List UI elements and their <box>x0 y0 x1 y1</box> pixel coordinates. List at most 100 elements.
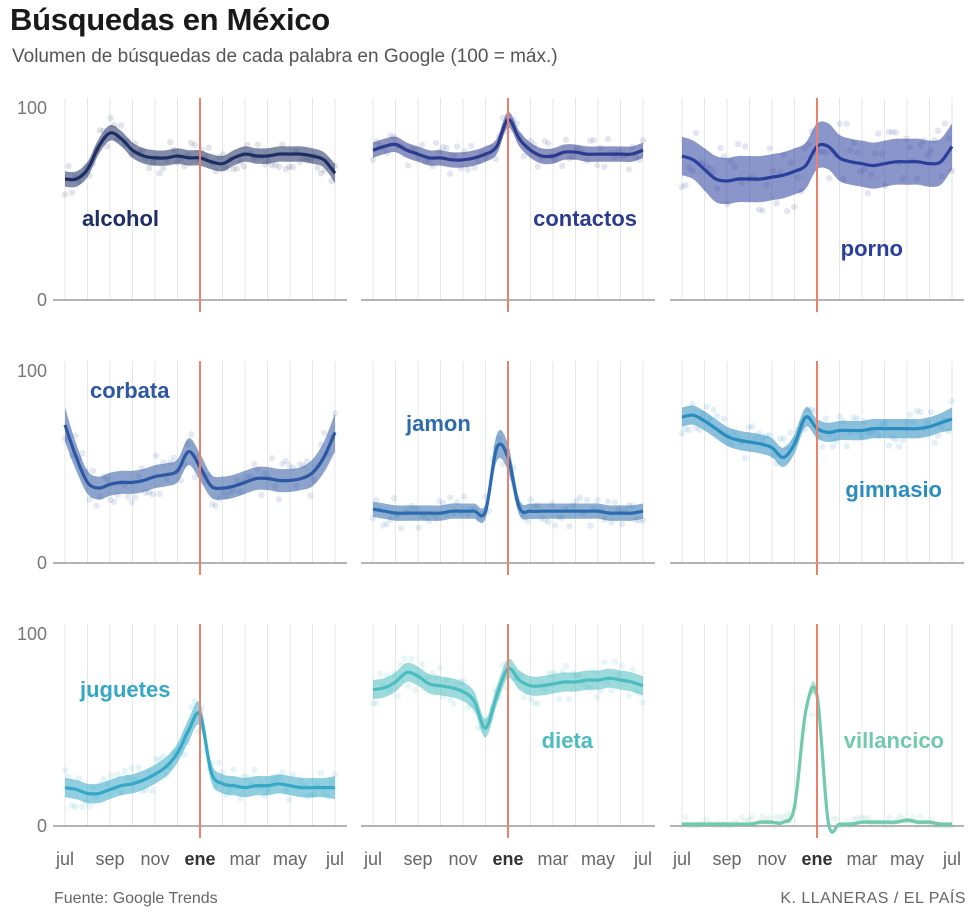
observation-point <box>279 769 286 776</box>
observation-point <box>464 704 471 711</box>
source-note: Fuente: Google Trends <box>54 890 218 907</box>
series-label: contactos <box>533 206 637 231</box>
observation-point <box>121 767 128 775</box>
observation-point <box>93 502 100 509</box>
confidence-band <box>65 701 335 804</box>
observation-point <box>233 165 241 172</box>
observation-point <box>608 687 615 694</box>
observation-point <box>748 423 756 430</box>
panel-jamon: jamon <box>361 361 655 575</box>
x-tick-label: jul <box>363 849 382 869</box>
observation-point <box>555 696 563 703</box>
observation-point <box>927 408 935 416</box>
observation-point <box>61 191 69 198</box>
observation-point <box>251 766 258 774</box>
observation-point <box>896 443 903 450</box>
observation-point <box>373 700 380 707</box>
observation-point <box>216 759 223 766</box>
observation-point <box>117 122 125 129</box>
panel-corbata: 0 100 corbata <box>17 361 347 575</box>
y-tick-label-100: 100 <box>17 361 47 381</box>
observation-point <box>89 467 97 474</box>
observation-point <box>618 520 626 528</box>
observation-point <box>492 155 499 163</box>
chart-title: Búsquedas en México <box>10 2 330 37</box>
observation-point <box>745 424 752 431</box>
observation-point <box>404 162 412 169</box>
observation-point <box>376 670 384 677</box>
observation-point <box>446 494 454 501</box>
observation-point <box>191 141 198 149</box>
observation-point <box>780 435 787 443</box>
observation-point <box>678 183 686 191</box>
observation-point <box>604 498 612 505</box>
observation-point <box>68 189 76 196</box>
x-tick-label: ene <box>801 849 832 869</box>
observation-point <box>107 772 114 779</box>
observation-point <box>446 170 454 177</box>
observation-point <box>829 443 836 450</box>
observation-point <box>282 457 290 465</box>
observation-point <box>450 700 457 708</box>
observation-point <box>787 429 794 436</box>
y-tick-label-0: 0 <box>37 816 47 836</box>
observation-point <box>594 161 601 169</box>
observation-point <box>829 814 836 822</box>
observation-point <box>531 699 538 707</box>
observation-point <box>418 141 426 148</box>
observation-point <box>124 493 132 500</box>
observation-point <box>404 682 412 689</box>
observation-point <box>156 170 163 177</box>
observation-point <box>766 145 773 152</box>
observation-point <box>773 813 780 820</box>
observation-point <box>611 658 619 666</box>
observation-point <box>72 803 79 811</box>
x-tick-label: nov <box>757 849 786 869</box>
observation-point <box>826 175 833 182</box>
observation-point <box>394 693 401 700</box>
observation-point <box>703 815 710 823</box>
observation-point <box>107 114 114 122</box>
observation-point <box>759 207 766 214</box>
observation-point <box>854 815 861 822</box>
observation-point <box>453 143 461 150</box>
observation-point <box>601 658 608 666</box>
observation-point <box>541 137 549 145</box>
observation-point <box>205 144 212 151</box>
series-label: villancico <box>844 728 944 753</box>
observation-point <box>941 120 949 127</box>
observation-point <box>251 460 258 468</box>
observation-point <box>682 814 689 821</box>
series-label: corbata <box>90 378 170 403</box>
observation-point <box>307 492 314 499</box>
observation-point <box>415 524 422 532</box>
observation-point <box>776 435 784 442</box>
observation-point <box>773 200 780 207</box>
observation-point <box>527 695 534 702</box>
observation-point <box>590 136 598 144</box>
x-tick-label: may <box>273 849 307 869</box>
observation-point <box>296 461 304 468</box>
observation-point <box>159 752 167 760</box>
observation-point <box>685 426 693 434</box>
observation-point <box>303 458 311 465</box>
observation-point <box>418 660 426 668</box>
panel-dieta: dieta <box>361 624 655 838</box>
observation-point <box>861 815 868 822</box>
observation-point <box>439 143 447 151</box>
observation-point <box>268 162 276 169</box>
observation-point <box>948 397 956 405</box>
observation-point <box>68 802 76 809</box>
observation-point <box>520 693 527 701</box>
x-tick-label: mar <box>847 849 878 869</box>
panel-alcohol: 0 100 alcohol <box>17 98 347 312</box>
observation-point <box>678 430 686 437</box>
x-tick-label: sep <box>95 849 124 869</box>
observation-point <box>279 141 286 148</box>
observation-point <box>467 142 475 149</box>
observation-point <box>594 693 601 700</box>
observation-point <box>850 816 858 823</box>
y-tick-label-0: 0 <box>37 290 47 310</box>
observation-point <box>432 139 440 147</box>
observation-point <box>566 696 573 703</box>
